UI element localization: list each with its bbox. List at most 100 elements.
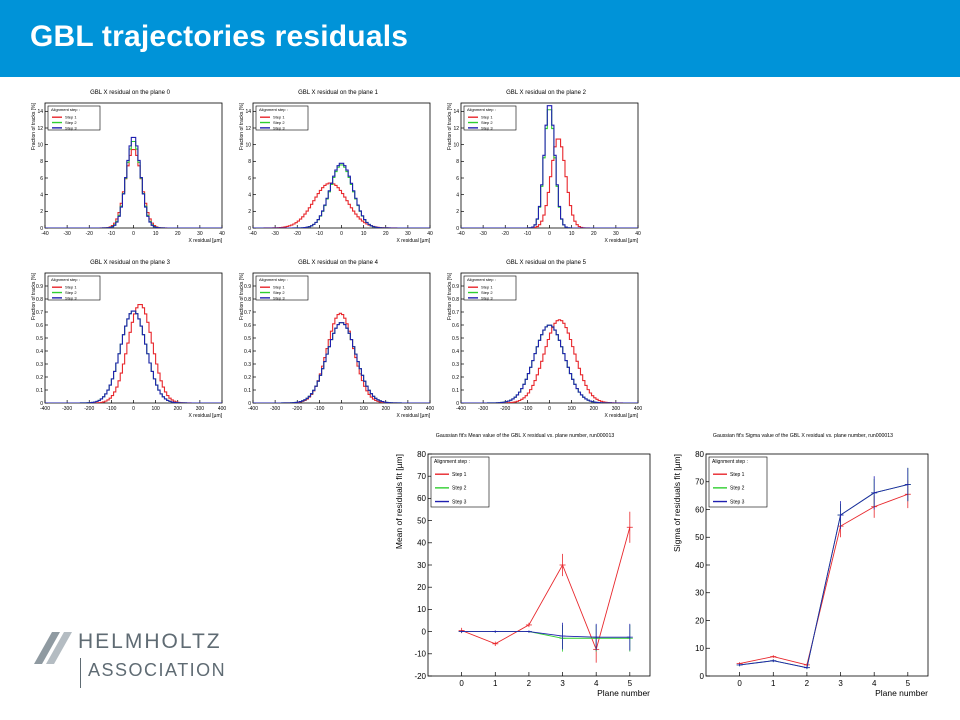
y-tick-label: 10 bbox=[245, 142, 251, 148]
y-tick-label: 0.8 bbox=[36, 297, 43, 303]
chart-svg: GBL X residual on the plane 2 -40 -30 -20 -1… bbox=[447, 90, 641, 244]
legend-entry: Step 2 bbox=[481, 290, 493, 295]
x-axis-label: X residual [µm] bbox=[189, 238, 223, 244]
legend-title: Alignment step : bbox=[434, 459, 470, 465]
x-tick-label: 40 bbox=[635, 231, 641, 237]
y-tick-label: 6 bbox=[40, 176, 43, 182]
legend-entry: Step 2 bbox=[273, 120, 285, 125]
y-tick-label: 40 bbox=[417, 539, 426, 548]
y-axis-label: Fraction of tracks [%] bbox=[31, 102, 37, 150]
y-tick-label: 12 bbox=[245, 126, 251, 132]
y-axis-label: Mean of residuals fit [µm] bbox=[394, 454, 404, 549]
x-tick-label: -100 bbox=[522, 406, 532, 412]
legend-entry: Step 3 bbox=[273, 295, 285, 300]
x-tick-label: 10 bbox=[361, 231, 367, 237]
logo-divider bbox=[80, 658, 81, 688]
legend-entry: Step 2 bbox=[481, 120, 493, 125]
legend-entry: Step 1 bbox=[452, 472, 467, 478]
y-tick-label: 10 bbox=[695, 644, 704, 653]
legend-box bbox=[463, 105, 517, 131]
y-tick-label: 20 bbox=[417, 583, 426, 592]
x-tick-label: -20 bbox=[502, 231, 509, 237]
legend-box bbox=[708, 456, 768, 508]
series-line-step-1 bbox=[461, 319, 638, 403]
y-tick-label: 8 bbox=[248, 159, 251, 165]
series-line-step-3 bbox=[461, 105, 638, 228]
legend-entry: Step 1 bbox=[273, 115, 285, 120]
chart-svg: Gaussian fit's Mean value of the GBL X r… bbox=[394, 433, 651, 698]
x-tick-label: 400 bbox=[426, 406, 435, 412]
y-tick-label: 80 bbox=[695, 450, 704, 459]
x-tick-label: -30 bbox=[480, 231, 487, 237]
y-tick-label: 8 bbox=[456, 159, 459, 165]
series-line-step-3 bbox=[461, 631, 630, 638]
series-line-step-1 bbox=[739, 493, 908, 666]
y-axis-label: Fraction of tracks [%] bbox=[31, 272, 37, 320]
plot-area bbox=[458, 511, 633, 663]
y-tick-label: 0.7 bbox=[244, 310, 251, 316]
y-tick-label: 14 bbox=[453, 109, 459, 115]
y-tick-label: 0.8 bbox=[244, 297, 251, 303]
legend-entry: Step 1 bbox=[481, 115, 493, 120]
y-tick-label: 0.7 bbox=[452, 310, 459, 316]
plot-area bbox=[253, 312, 430, 403]
y-axis-label: Fraction of tracks [%] bbox=[447, 272, 453, 320]
x-tick-label: -100 bbox=[106, 406, 116, 412]
series-line-step-2 bbox=[253, 322, 430, 403]
y-tick-label: 0.5 bbox=[452, 336, 459, 342]
y-tick-label: 30 bbox=[695, 589, 704, 598]
x-tick-label: 1 bbox=[493, 679, 498, 688]
x-tick-label: 0 bbox=[132, 406, 135, 412]
logo-name: HELMHOLTZ bbox=[78, 630, 222, 653]
legend-box bbox=[47, 105, 101, 131]
legend-title: Alignment step : bbox=[259, 277, 288, 282]
series-line-step-3 bbox=[253, 322, 430, 403]
y-tick-label: -10 bbox=[414, 650, 426, 659]
x-tick-label: -40 bbox=[457, 231, 464, 237]
y-tick-label: 0 bbox=[456, 401, 459, 407]
x-tick-label: 40 bbox=[219, 231, 225, 237]
series-line-step-2 bbox=[253, 164, 430, 228]
x-tick-label: -20 bbox=[86, 231, 93, 237]
x-tick-label: 20 bbox=[383, 231, 389, 237]
x-axis-label: X residual [µm] bbox=[189, 413, 223, 419]
x-tick-label: -10 bbox=[316, 231, 323, 237]
chart-svg: GBL X residual on the plane 4 -400 -300 -20… bbox=[239, 260, 435, 419]
legend-entry: Step 2 bbox=[65, 290, 77, 295]
x-tick-label: 0 bbox=[340, 231, 343, 237]
y-tick-label: 10 bbox=[417, 605, 426, 614]
histogram-plane-3: GBL X residual on the plane 3 -400 -300 -20… bbox=[30, 255, 230, 425]
legend-entry: Step 2 bbox=[730, 486, 745, 492]
y-tick-label: 2 bbox=[40, 209, 43, 215]
x-tick-label: 4 bbox=[872, 679, 877, 688]
x-tick-label: 20 bbox=[175, 231, 181, 237]
y-tick-label: 70 bbox=[417, 472, 426, 481]
x-tick-label: 100 bbox=[567, 406, 576, 412]
x-tick-label: 3 bbox=[560, 679, 565, 688]
legend-entry: Step 3 bbox=[481, 125, 493, 130]
x-tick-label: -10 bbox=[524, 231, 531, 237]
y-tick-label: 0.4 bbox=[452, 349, 459, 355]
series-line-step-1 bbox=[461, 138, 638, 228]
chart-svg: GBL X residual on the plane 3 -400 -300 -20… bbox=[31, 260, 227, 419]
y-tick-label: 8 bbox=[40, 159, 43, 165]
x-tick-label: -200 bbox=[500, 406, 510, 412]
helmholtz-logo: HELMHOLTZ ASSOCIATION bbox=[30, 618, 225, 690]
series-line-step-1 bbox=[461, 527, 631, 651]
x-tick-label: 200 bbox=[174, 406, 183, 412]
legend-entry: Step 3 bbox=[730, 499, 745, 505]
legend-entry: Step 1 bbox=[730, 472, 745, 478]
histogram-plane-1: GBL X residual on the plane 1 -40 -30 -20 -1… bbox=[238, 85, 438, 250]
series-line-step-1 bbox=[253, 312, 430, 403]
x-tick-label: -100 bbox=[314, 406, 324, 412]
x-tick-label: 5 bbox=[906, 679, 911, 688]
y-tick-label: 0.6 bbox=[452, 323, 459, 329]
x-tick-label: 300 bbox=[404, 406, 413, 412]
histogram-plane-5: GBL X residual on the plane 5 -400 -300 -20… bbox=[446, 255, 646, 425]
legend-title: Alignment step : bbox=[467, 277, 496, 282]
title-bar: GBL trajectories residuals bbox=[0, 0, 960, 77]
x-tick-label: 0 bbox=[459, 679, 464, 688]
x-tick-label: 400 bbox=[218, 406, 227, 412]
legend-entry: Step 2 bbox=[65, 120, 77, 125]
x-tick-label: 10 bbox=[153, 231, 159, 237]
